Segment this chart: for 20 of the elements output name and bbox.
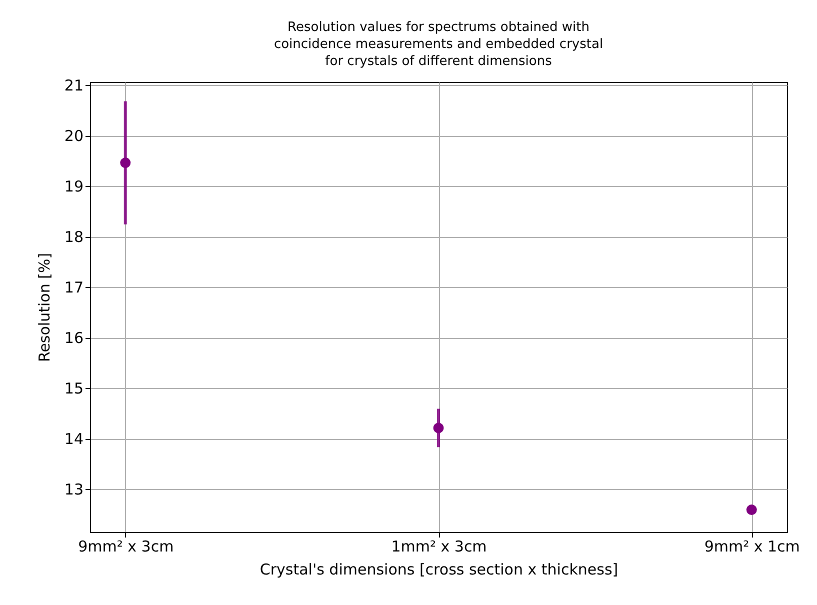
y-tick-label: 19: [64, 178, 84, 196]
x-tick-label: 1mm² x 3cm: [391, 538, 487, 556]
text: for crystals of different dimensions: [325, 54, 552, 70]
y-tick-label: 15: [64, 380, 84, 398]
point: [433, 422, 444, 434]
y-tick-label: 13: [64, 480, 84, 499]
text: Resolution values for spectrums obtained with: [288, 20, 590, 36]
y-tick-label: 18: [64, 228, 84, 246]
y-tick-label: 17: [64, 278, 84, 297]
point: [120, 158, 131, 168]
y-tick-label: 14: [64, 430, 84, 448]
x-tick-label: 9mm² x 3cm: [78, 538, 174, 556]
text: coincidence measurements and embedded crystal: [274, 37, 604, 52]
y-tick-label: 20: [64, 127, 84, 146]
y-axis-title: Resolution [%]: [35, 252, 54, 362]
y-tick-label: 21: [64, 76, 84, 95]
x-axis-title: Crystal's dimensions [cross section x thickness]: [260, 560, 618, 578]
x-tick-label: 9mm² x 1cm: [704, 538, 800, 556]
y-tick-label: 16: [64, 329, 84, 348]
point: [746, 504, 757, 516]
